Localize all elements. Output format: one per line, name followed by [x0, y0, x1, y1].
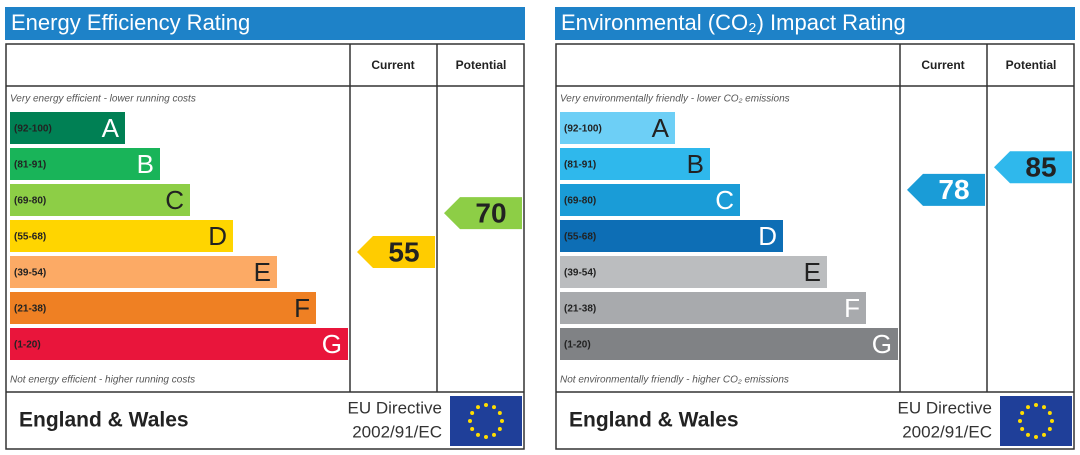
band-letter: G	[322, 329, 342, 359]
band-range: (55-68)	[14, 232, 46, 243]
band-letter: A	[102, 113, 120, 143]
eu-star	[1026, 432, 1030, 437]
eu-star	[492, 405, 496, 410]
band-range: (39-54)	[14, 268, 46, 279]
band-letter: D	[208, 221, 227, 251]
eu-star	[1050, 419, 1054, 423]
potential-arrow	[444, 197, 522, 230]
band-range: (69-80)	[564, 196, 596, 207]
title-bar	[555, 7, 1075, 40]
rating-band	[10, 292, 316, 324]
band-range: (69-80)	[14, 196, 46, 207]
eu-star	[1026, 405, 1030, 410]
footer-directive: EU Directive	[348, 398, 442, 417]
eu-star	[1018, 419, 1022, 423]
rating-panel: Environmental (CO₂) Impact Rating Current…	[555, 7, 1075, 450]
eu-star	[497, 427, 502, 431]
footer-code: 2002/91/EC	[902, 422, 992, 441]
band-letter: D	[758, 221, 777, 251]
bottom-note: Not environmentally friendly - higher CO…	[560, 375, 789, 386]
rating-band	[10, 220, 233, 252]
band-letter: B	[687, 149, 704, 179]
potential-value: 70	[475, 197, 506, 228]
rating-band	[560, 112, 675, 144]
potential-header: Potential	[1006, 58, 1057, 72]
band-range: (39-54)	[564, 268, 596, 279]
eu-star	[497, 411, 502, 415]
eu-star	[1047, 427, 1052, 431]
eu-star	[1020, 427, 1025, 431]
panel-title: Energy Efficiency Rating	[11, 10, 250, 35]
band-letter: C	[715, 185, 734, 215]
band-range: (92-100)	[564, 124, 602, 135]
band-range: (92-100)	[14, 124, 52, 135]
band-letter: E	[254, 257, 271, 287]
band-range: (1-20)	[564, 340, 591, 351]
rating-band	[560, 148, 710, 180]
footer-region: England & Wales	[569, 409, 739, 432]
band-range: (21-38)	[564, 304, 596, 315]
top-note: Very energy efficient - lower running co…	[10, 94, 196, 105]
band-letter: A	[652, 113, 670, 143]
current-value: 78	[938, 174, 969, 205]
eu-star	[1020, 411, 1025, 415]
eu-star	[470, 411, 475, 415]
potential-header: Potential	[456, 58, 507, 72]
rating-band	[560, 328, 898, 360]
eu-star	[1042, 432, 1046, 437]
rating-band	[10, 184, 190, 216]
current-arrow	[907, 173, 985, 206]
band-letter: E	[804, 257, 821, 287]
eu-star	[1042, 405, 1046, 410]
band-range: (1-20)	[14, 340, 41, 351]
band-letter: C	[165, 185, 184, 215]
current-arrow	[357, 236, 435, 268]
band-letter: F	[844, 293, 860, 323]
potential-arrow	[994, 151, 1072, 184]
bottom-note: Not energy efficient - higher running co…	[10, 375, 195, 386]
current-header: Current	[921, 58, 964, 72]
rating-band	[560, 220, 783, 252]
current-header: Current	[371, 58, 414, 72]
rating-band	[560, 184, 740, 216]
title-bar	[5, 7, 525, 40]
band-letter: B	[137, 149, 154, 179]
band-range: (21-38)	[14, 304, 46, 315]
eu-star	[1034, 435, 1038, 439]
potential-value: 85	[1025, 152, 1056, 183]
rating-band	[10, 328, 348, 360]
band-range: (81-91)	[14, 160, 46, 171]
footer-directive: EU Directive	[898, 398, 992, 417]
eu-star	[476, 405, 480, 410]
band-letter: G	[872, 329, 892, 359]
band-range: (81-91)	[564, 160, 596, 171]
current-value: 55	[388, 236, 419, 267]
footer-code: 2002/91/EC	[352, 422, 442, 441]
rating-band	[560, 292, 866, 324]
eu-star	[500, 419, 504, 423]
rating-band	[10, 148, 160, 180]
band-range: (55-68)	[564, 232, 596, 243]
panel-title: Environmental (CO₂) Impact Rating	[561, 10, 906, 35]
rating-band	[10, 112, 125, 144]
eu-star	[476, 432, 480, 437]
eu-star	[484, 435, 488, 439]
top-note: Very environmentally friendly - lower CO…	[560, 94, 790, 105]
eu-star	[468, 419, 472, 423]
band-letter: F	[294, 293, 310, 323]
eu-star	[492, 432, 496, 437]
eu-star	[484, 403, 488, 407]
eu-star	[1047, 411, 1052, 415]
footer-region: England & Wales	[19, 409, 189, 432]
eu-star	[1034, 403, 1038, 407]
rating-band	[560, 256, 827, 288]
rating-panel: Energy Efficiency Rating Current Potential…	[5, 7, 525, 450]
eu-star	[470, 427, 475, 431]
rating-band	[10, 256, 277, 288]
